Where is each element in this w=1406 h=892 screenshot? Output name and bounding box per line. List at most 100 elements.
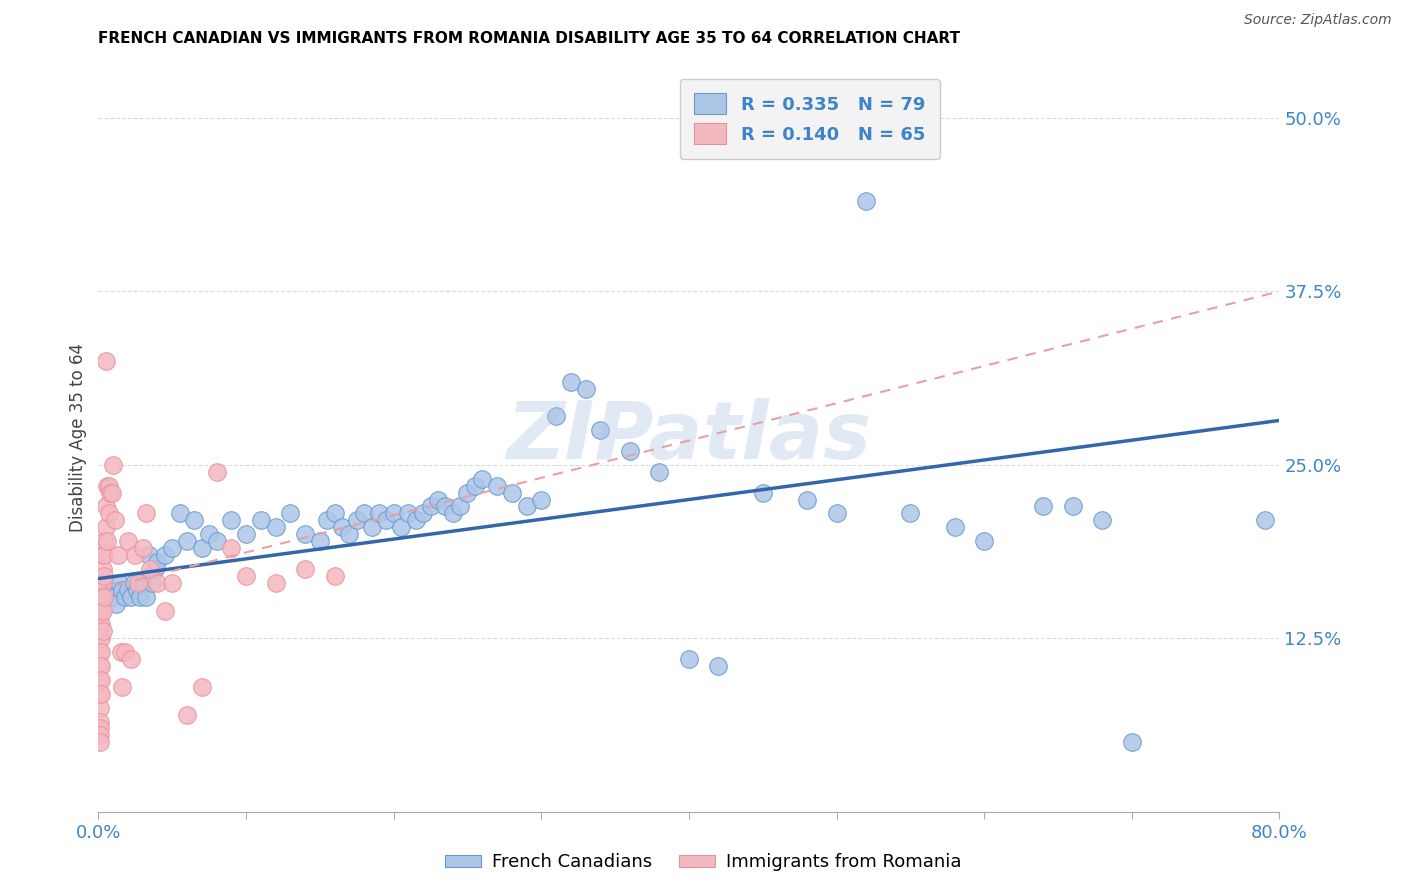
Point bbox=[235, 569, 257, 583]
Point bbox=[89, 735, 111, 749]
Point bbox=[280, 507, 302, 521]
Point bbox=[323, 569, 346, 583]
Point bbox=[309, 534, 332, 549]
Point bbox=[434, 500, 457, 514]
Point bbox=[97, 478, 120, 492]
Point bbox=[124, 548, 146, 562]
Point bbox=[516, 500, 538, 514]
Point bbox=[91, 603, 114, 617]
Point bbox=[294, 527, 316, 541]
Point bbox=[120, 652, 142, 666]
Point bbox=[89, 728, 111, 742]
Point bbox=[405, 513, 427, 527]
Point bbox=[221, 513, 243, 527]
Point bbox=[132, 575, 155, 590]
Point bbox=[117, 582, 139, 597]
Point bbox=[89, 659, 111, 673]
Point bbox=[143, 562, 166, 576]
Point bbox=[825, 507, 848, 521]
Text: Source: ZipAtlas.com: Source: ZipAtlas.com bbox=[1244, 13, 1392, 28]
Point bbox=[546, 409, 568, 424]
Point bbox=[89, 590, 111, 604]
Legend: French Canadians, Immigrants from Romania: French Canadians, Immigrants from Romani… bbox=[437, 847, 969, 879]
Point bbox=[97, 507, 120, 521]
Point bbox=[100, 485, 122, 500]
Point bbox=[127, 575, 149, 590]
Point bbox=[560, 375, 582, 389]
Point bbox=[419, 500, 441, 514]
Point bbox=[122, 575, 145, 590]
Point bbox=[486, 478, 509, 492]
Point bbox=[1091, 513, 1114, 527]
Point bbox=[146, 555, 169, 569]
Point bbox=[449, 500, 471, 514]
Point bbox=[103, 458, 125, 472]
Point bbox=[138, 548, 160, 562]
Point bbox=[250, 513, 273, 527]
Point bbox=[128, 590, 150, 604]
Point bbox=[89, 645, 111, 659]
Point bbox=[94, 520, 117, 534]
Point bbox=[589, 423, 612, 437]
Point bbox=[464, 478, 486, 492]
Point bbox=[353, 507, 375, 521]
Point bbox=[205, 465, 228, 479]
Legend: R = 0.335   N = 79, R = 0.140   N = 65: R = 0.335 N = 79, R = 0.140 N = 65 bbox=[679, 79, 939, 159]
Point bbox=[1254, 513, 1277, 527]
Point bbox=[90, 645, 112, 659]
Point bbox=[412, 507, 434, 521]
Point bbox=[98, 485, 121, 500]
Point bbox=[108, 575, 131, 590]
Point bbox=[855, 194, 877, 209]
Point bbox=[205, 534, 228, 549]
Point bbox=[375, 513, 398, 527]
Point bbox=[973, 534, 995, 549]
Point bbox=[114, 590, 136, 604]
Point bbox=[91, 562, 114, 576]
Point bbox=[90, 673, 112, 687]
Point bbox=[183, 513, 205, 527]
Point bbox=[90, 590, 112, 604]
Point bbox=[221, 541, 243, 555]
Point bbox=[176, 707, 198, 722]
Point bbox=[575, 382, 598, 396]
Point bbox=[198, 527, 221, 541]
Point bbox=[103, 590, 125, 604]
Point bbox=[264, 575, 287, 590]
Point bbox=[678, 652, 700, 666]
Point bbox=[90, 575, 112, 590]
Point bbox=[191, 541, 214, 555]
Point bbox=[135, 590, 157, 604]
Point bbox=[360, 520, 382, 534]
Point bbox=[91, 624, 114, 639]
Point bbox=[398, 507, 420, 521]
Point bbox=[1062, 500, 1084, 514]
Point bbox=[117, 534, 139, 549]
Point bbox=[139, 562, 162, 576]
Point bbox=[125, 582, 148, 597]
Point bbox=[93, 534, 115, 549]
Point bbox=[191, 680, 214, 694]
Point bbox=[111, 680, 134, 694]
Point bbox=[294, 562, 316, 576]
Point bbox=[943, 520, 966, 534]
Point bbox=[93, 590, 115, 604]
Point bbox=[90, 659, 112, 673]
Point bbox=[89, 714, 111, 729]
Point bbox=[264, 520, 287, 534]
Point bbox=[1032, 500, 1054, 514]
Point bbox=[368, 507, 391, 521]
Point bbox=[90, 632, 112, 646]
Point bbox=[501, 485, 523, 500]
Point bbox=[619, 444, 641, 458]
Point bbox=[323, 507, 346, 521]
Point bbox=[153, 548, 176, 562]
Point bbox=[900, 507, 922, 521]
Point bbox=[162, 541, 183, 555]
Point bbox=[111, 582, 134, 597]
Point bbox=[176, 534, 198, 549]
Point bbox=[96, 478, 118, 492]
Point bbox=[110, 645, 132, 659]
Point bbox=[153, 603, 176, 617]
Point bbox=[707, 659, 730, 673]
